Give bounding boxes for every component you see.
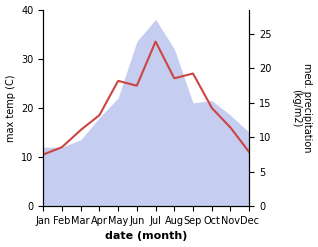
X-axis label: date (month): date (month): [105, 231, 187, 242]
Y-axis label: med. precipitation
(kg/m2): med. precipitation (kg/m2): [291, 63, 313, 153]
Y-axis label: max temp (C): max temp (C): [5, 74, 16, 142]
